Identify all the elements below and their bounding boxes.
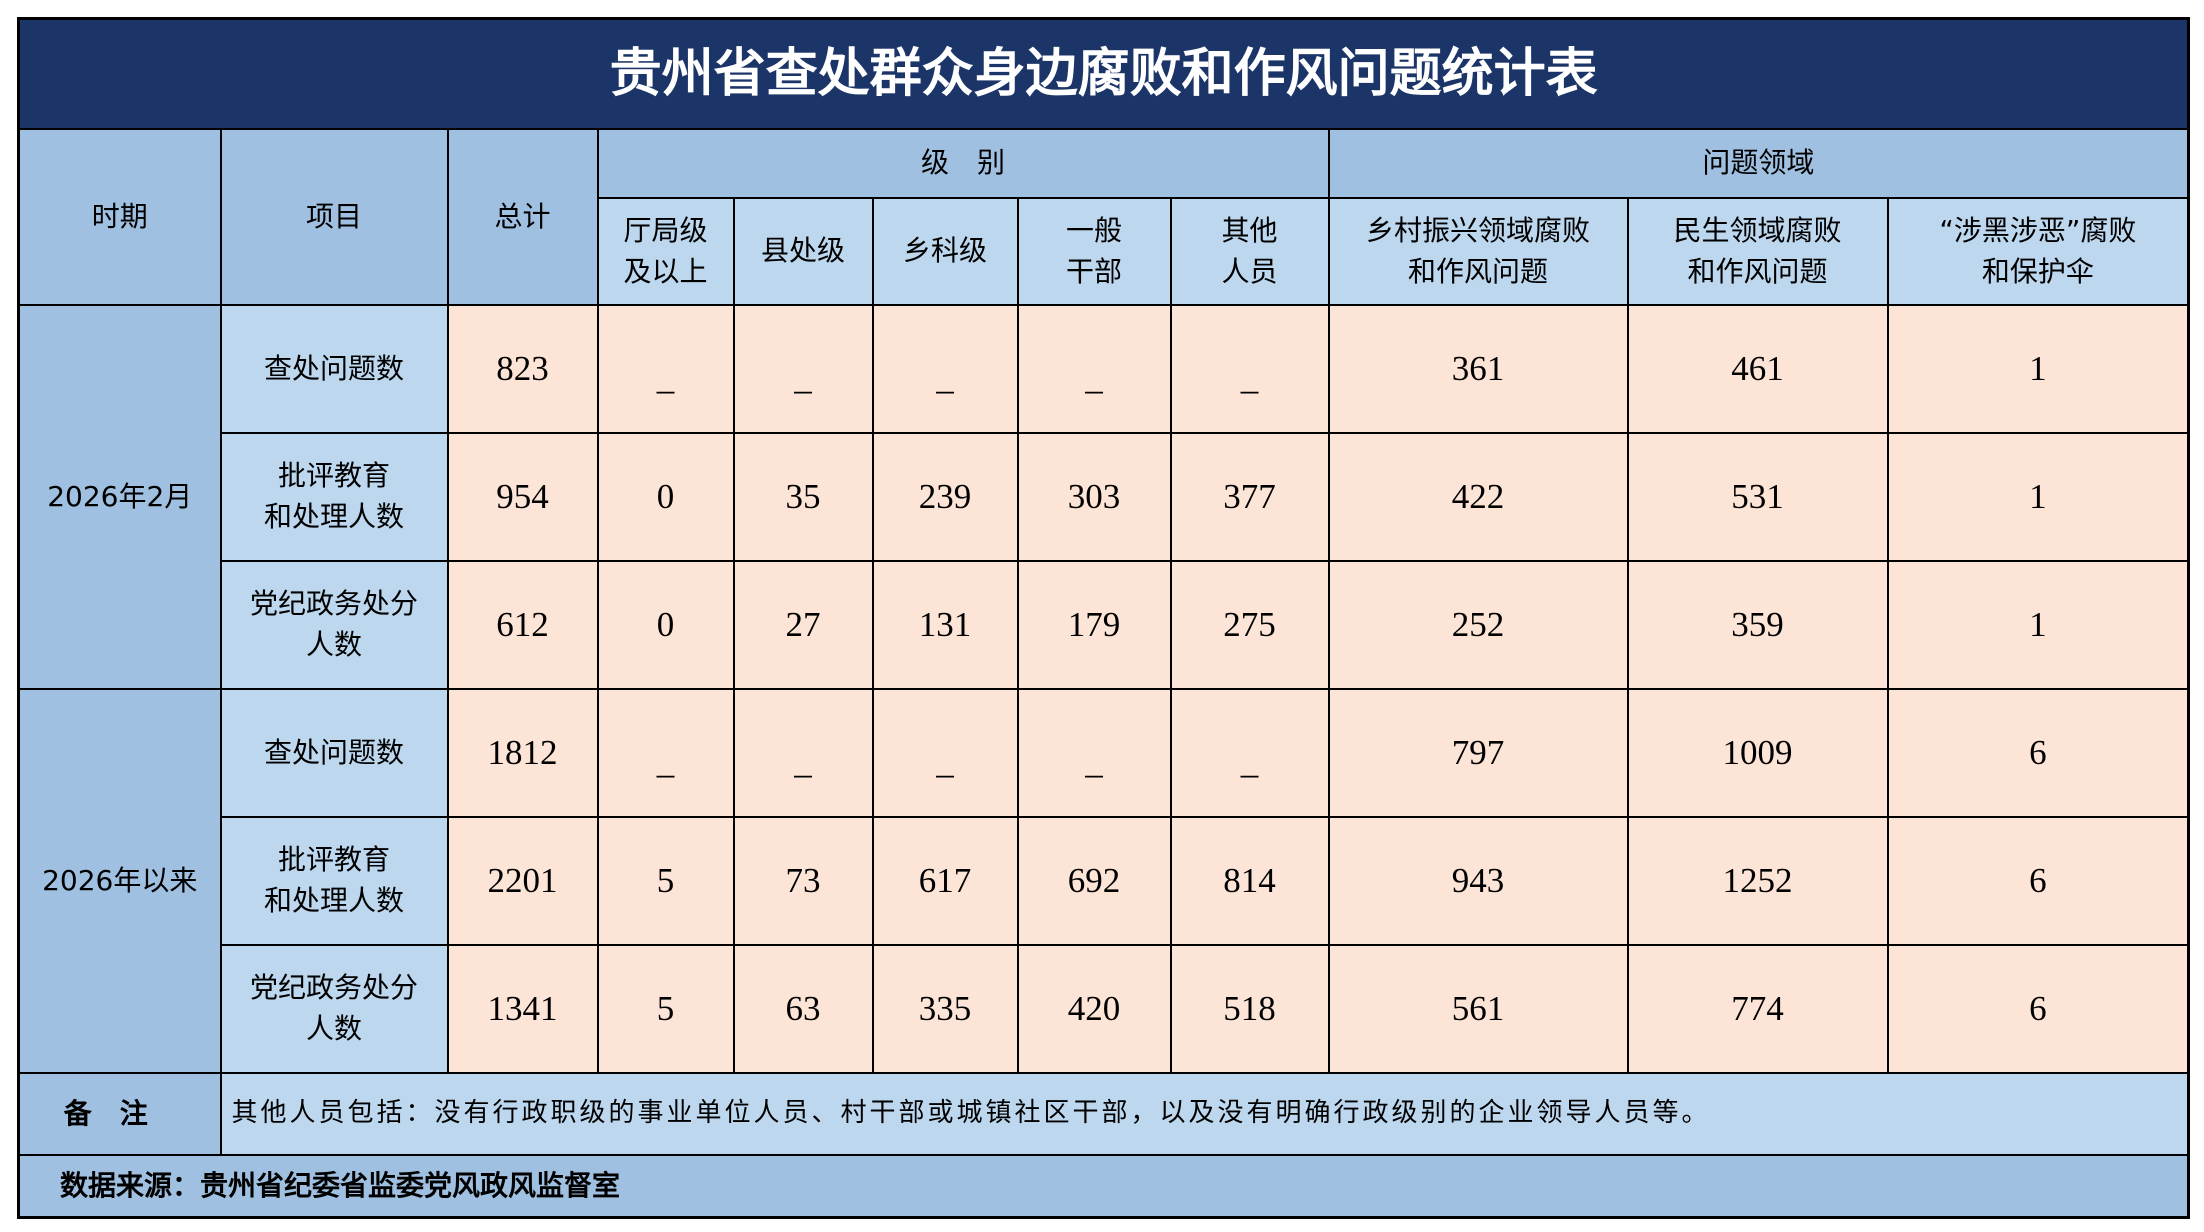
cell-level: 518 bbox=[1169, 944, 1330, 1074]
cell-level-value: _ bbox=[936, 742, 954, 782]
row-item-label: 党纪政务处分 人数 bbox=[219, 944, 449, 1074]
header-total: 总计 bbox=[446, 128, 599, 306]
cell-level: 5 bbox=[596, 816, 735, 946]
table-row: 党纪政务处分 人数 1341 5 63 335 420 518 561 774 6 bbox=[19, 944, 2190, 1074]
cell-domain: 6 bbox=[1886, 688, 2190, 818]
cell-level-value: _ bbox=[1240, 742, 1259, 782]
cell-level: _ bbox=[732, 688, 874, 818]
cell-domain: 797 bbox=[1327, 688, 1629, 818]
table-row: 党纪政务处分 人数 612 0 27 131 179 275 252 359 1 bbox=[19, 560, 2190, 690]
cell-level: 335 bbox=[871, 944, 1019, 1074]
table-row: 批评教育 和处理人数 2201 5 73 617 692 814 943 1252 6 bbox=[19, 816, 2190, 946]
cell-level-value: _ bbox=[1085, 742, 1103, 782]
cell-level: 131 bbox=[871, 560, 1019, 690]
cell-level: 0 bbox=[596, 432, 735, 562]
remark-label: 备注 bbox=[17, 1072, 222, 1156]
cell-level-value: _ bbox=[794, 358, 812, 398]
cell-level: 179 bbox=[1016, 560, 1172, 690]
cell-level: 814 bbox=[1169, 816, 1330, 946]
row-item-label: 查处问题数 bbox=[219, 688, 449, 818]
data-source: 数据来源：贵州省纪委省监委党风政风监督室 bbox=[17, 1154, 2190, 1219]
header-domain-group: 问题领域 bbox=[1327, 128, 2190, 199]
source-row: 数据来源：贵州省纪委省监委党风政风监督室 bbox=[17, 1154, 2190, 1219]
header-level-group: 级 别 bbox=[596, 128, 1330, 199]
cell-level-value: _ bbox=[936, 358, 954, 398]
cell-domain: 1009 bbox=[1626, 688, 1889, 818]
row-item-label: 党纪政务处分 人数 bbox=[219, 560, 449, 690]
table-row: 批评教育 和处理人数 954 0 35 239 303 377 422 531 1 bbox=[19, 432, 2190, 562]
cell-level: 377 bbox=[1169, 432, 1330, 562]
cell-level: 73 bbox=[732, 816, 874, 946]
cell-level: 0 bbox=[596, 560, 735, 690]
cell-level-value: _ bbox=[656, 742, 675, 782]
cell-level: _ bbox=[871, 688, 1019, 818]
cell-level: _ bbox=[596, 304, 735, 434]
cell-domain: 1 bbox=[1886, 304, 2190, 434]
cell-domain: 943 bbox=[1327, 816, 1629, 946]
header-domain: “涉黑涉恶”腐败 和保护伞 bbox=[1886, 197, 2190, 306]
header-level: 一般 干部 bbox=[1016, 197, 1172, 306]
table-title: 贵州省查处群众身边腐败和作风问题统计表 bbox=[17, 17, 2190, 130]
remark-text: 其他人员包括：没有行政职级的事业单位人员、村干部或城镇社区干部，以及没有明确行政… bbox=[219, 1072, 2190, 1156]
table-row: 2026年2月 查处问题数 823 _ _ _ _ _ 361 461 1 bbox=[17, 304, 2190, 690]
header-level: 厅局级 及以上 bbox=[596, 197, 735, 306]
header-level: 乡科级 bbox=[871, 197, 1019, 306]
cell-level: _ bbox=[732, 304, 874, 434]
cell-level: 420 bbox=[1016, 944, 1172, 1074]
header-domain: 乡村振兴领域腐败 和作风问题 bbox=[1327, 197, 1629, 306]
cell-domain: 422 bbox=[1327, 432, 1629, 562]
cell-domain: 561 bbox=[1327, 944, 1629, 1074]
cell-level-value: _ bbox=[1240, 358, 1259, 398]
cell-level: 692 bbox=[1016, 816, 1172, 946]
cell-level: 303 bbox=[1016, 432, 1172, 562]
header-level: 县处级 bbox=[732, 197, 874, 306]
header-item: 项目 bbox=[219, 128, 449, 306]
remark-row: 备注 其他人员包括：没有行政职级的事业单位人员、村干部或城镇社区干部，以及没有明确… bbox=[17, 1072, 2190, 1156]
cell-level: 617 bbox=[871, 816, 1019, 946]
cell-domain: 6 bbox=[1886, 816, 2190, 946]
cell-total: 954 bbox=[446, 432, 599, 562]
cell-domain: 1252 bbox=[1626, 816, 1889, 946]
cell-level: 63 bbox=[732, 944, 874, 1074]
header-period: 时期 bbox=[17, 128, 222, 306]
row-item-label: 批评教育 和处理人数 bbox=[219, 432, 449, 562]
cell-domain: 1 bbox=[1886, 432, 2190, 562]
cell-level: 275 bbox=[1169, 560, 1330, 690]
cell-total: 1341 bbox=[446, 944, 599, 1074]
cell-level-value: _ bbox=[1085, 358, 1103, 398]
cell-total: 823 bbox=[446, 304, 599, 434]
header-level: 其他 人员 bbox=[1169, 197, 1330, 306]
row-item-label: 查处问题数 bbox=[219, 304, 449, 434]
cell-level: 5 bbox=[596, 944, 735, 1074]
cell-level: _ bbox=[1016, 688, 1172, 818]
cell-level: 27 bbox=[732, 560, 874, 690]
cell-domain: 252 bbox=[1327, 560, 1629, 690]
cell-level-value: _ bbox=[794, 742, 812, 782]
cell-level: _ bbox=[1016, 304, 1172, 434]
header-domain: 民生领域腐败 和作风问题 bbox=[1626, 197, 1889, 306]
cell-level: _ bbox=[596, 688, 735, 818]
cell-domain: 361 bbox=[1327, 304, 1629, 434]
row-item-label: 批评教育 和处理人数 bbox=[219, 816, 449, 946]
cell-domain: 461 bbox=[1626, 304, 1889, 434]
cell-level: _ bbox=[871, 304, 1019, 434]
cell-level: _ bbox=[1169, 304, 1330, 434]
cell-domain: 6 bbox=[1886, 944, 2190, 1074]
cell-domain: 359 bbox=[1626, 560, 1889, 690]
cell-domain: 774 bbox=[1626, 944, 1889, 1074]
cell-level: 239 bbox=[871, 432, 1019, 562]
cell-domain: 531 bbox=[1626, 432, 1889, 562]
cell-total: 612 bbox=[446, 560, 599, 690]
period-label: 2026年2月 bbox=[17, 304, 222, 690]
cell-total: 2201 bbox=[446, 816, 599, 946]
period-label: 2026年以来 bbox=[17, 688, 222, 1074]
statistics-table: 贵州省查处群众身边腐败和作风问题统计表 时期 项目 总计 级 别 问题领域 厅局… bbox=[17, 17, 2191, 1219]
cell-total: 1812 bbox=[446, 688, 599, 818]
cell-domain: 1 bbox=[1886, 560, 2190, 690]
table-row: 2026年以来 查处问题数 1812 _ _ _ _ _ 797 1009 6 bbox=[17, 688, 2190, 1074]
cell-level: 35 bbox=[732, 432, 874, 562]
cell-level: _ bbox=[1169, 688, 1330, 818]
cell-level-value: _ bbox=[656, 358, 675, 398]
